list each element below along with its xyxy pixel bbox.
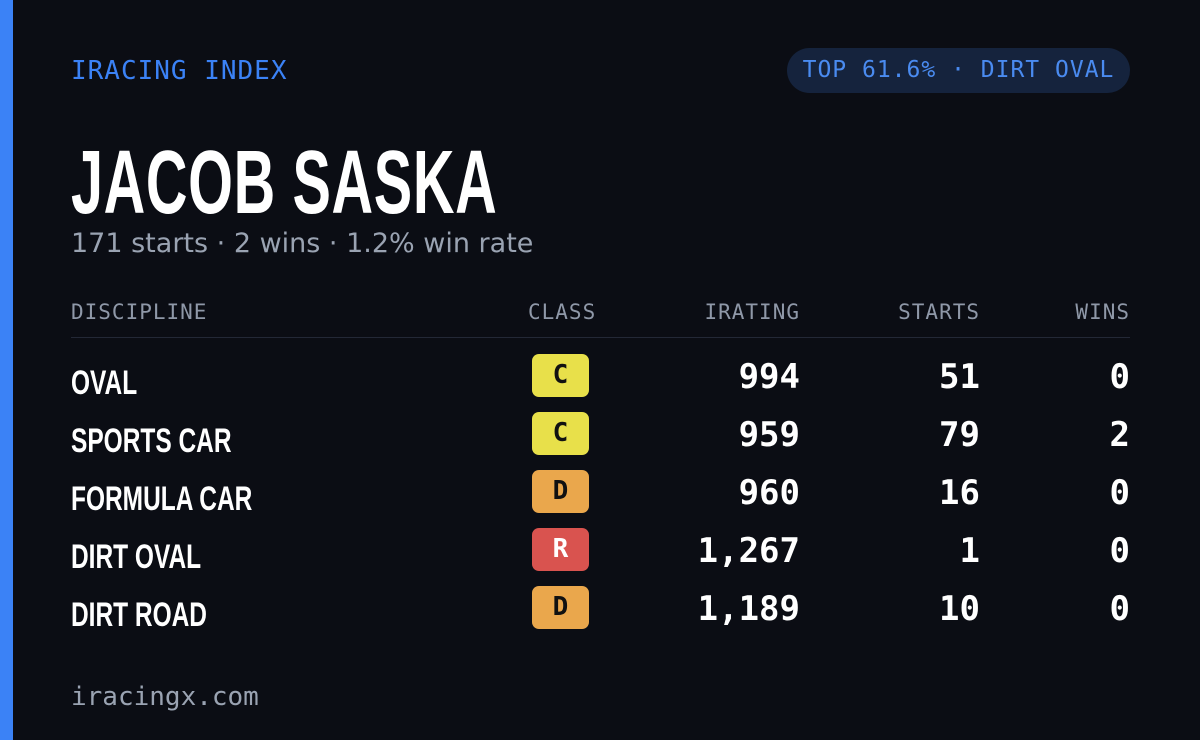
discipline: OVAL <box>71 364 138 402</box>
discipline: SPORTS CAR <box>71 422 232 460</box>
stat-value: 1 <box>959 531 980 571</box>
stat-value: 51 <box>939 357 980 397</box>
column-header: DISCIPLINE <box>71 300 208 324</box>
column-header: WINS <box>1075 300 1130 324</box>
stat-value: 16 <box>939 473 980 513</box>
column-header: CLASS <box>528 300 597 324</box>
stat-value: 960 <box>738 473 800 513</box>
column-header: STARTS <box>898 300 980 324</box>
divider <box>71 337 1130 338</box>
class-badge: C <box>532 354 589 397</box>
class-badge: R <box>532 528 589 571</box>
stat-value: 79 <box>939 415 980 455</box>
stat-value: 959 <box>738 415 800 455</box>
class-badge: D <box>532 470 589 513</box>
accent-stripe <box>0 0 13 740</box>
stat-value: 10 <box>939 589 980 629</box>
column-header: IRATING <box>704 300 800 324</box>
stat-value: 0 <box>1109 531 1130 571</box>
stat-value: 1,267 <box>697 531 800 571</box>
driver-summary: 171 starts · 2 wins · 1.2% win rate <box>71 228 534 259</box>
footer-site: iracingx.com <box>71 682 259 712</box>
class-badge: D <box>532 586 589 629</box>
stat-value: 0 <box>1109 589 1130 629</box>
driver-name: JACOB SASKA <box>71 133 498 233</box>
discipline: DIRT OVAL <box>71 538 202 576</box>
stat-value: 1,189 <box>697 589 800 629</box>
stat-value: 0 <box>1109 357 1130 397</box>
stat-value: 2 <box>1109 415 1130 455</box>
brand: IRACING INDEX <box>71 56 288 86</box>
discipline: FORMULA CAR <box>71 480 253 518</box>
stat-value: 0 <box>1109 473 1130 513</box>
class-badge: C <box>532 412 589 455</box>
stat-value: 994 <box>738 357 800 397</box>
discipline: DIRT ROAD <box>71 596 208 634</box>
rank-badge: TOP 61.6% · DIRT OVAL <box>787 48 1130 93</box>
